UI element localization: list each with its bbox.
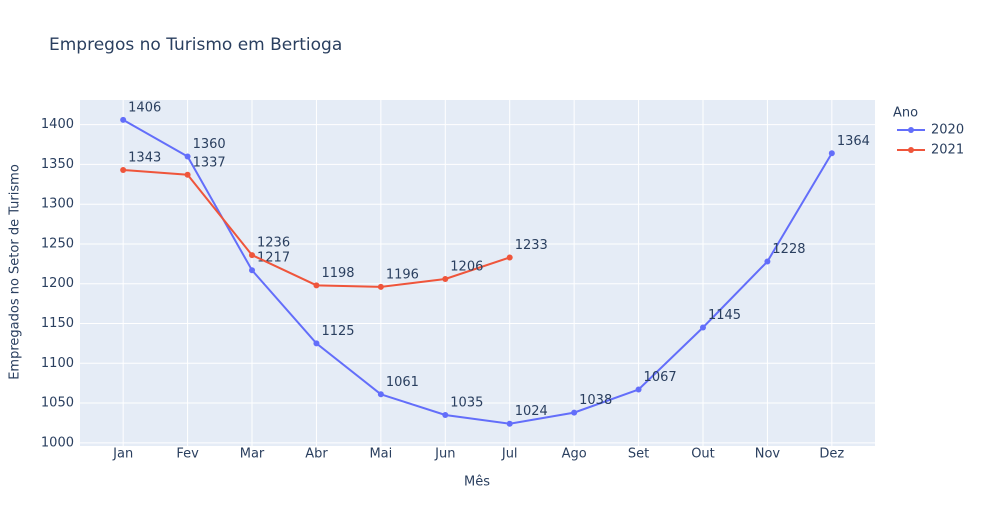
data-label: 1038 bbox=[579, 393, 612, 408]
data-label: 1364 bbox=[837, 134, 870, 149]
point bbox=[635, 386, 642, 393]
data-label: 1125 bbox=[321, 324, 354, 339]
y-tick-label: 1300 bbox=[41, 197, 74, 212]
point bbox=[442, 275, 449, 282]
point bbox=[764, 258, 771, 265]
data-label: 1061 bbox=[386, 375, 419, 390]
point bbox=[184, 153, 191, 160]
x-tick-label: Set bbox=[628, 447, 649, 462]
point bbox=[506, 254, 513, 261]
x-tick-label: Jan bbox=[112, 447, 133, 462]
data-label: 1145 bbox=[708, 308, 741, 323]
data-label: 1206 bbox=[450, 259, 483, 274]
point bbox=[313, 340, 320, 347]
x-tick-label: Nov bbox=[755, 447, 781, 462]
point bbox=[249, 267, 256, 274]
x-tick-label: Out bbox=[691, 447, 715, 462]
x-tick-label: Dez bbox=[819, 447, 844, 462]
y-tick-label: 1200 bbox=[41, 276, 74, 291]
data-label: 1196 bbox=[386, 267, 419, 282]
chart-title: Empregos no Turismo em Bertioga bbox=[49, 35, 342, 55]
plot-area bbox=[80, 100, 875, 446]
x-tick-label: Mar bbox=[240, 447, 265, 462]
x-tick-label: Jul bbox=[501, 447, 518, 462]
x-tick-label: Abr bbox=[305, 447, 328, 462]
point bbox=[120, 166, 127, 173]
y-tick-label: 1150 bbox=[41, 316, 74, 331]
point bbox=[377, 283, 384, 290]
y-tick-label: 1000 bbox=[41, 435, 74, 450]
point bbox=[249, 252, 256, 259]
point bbox=[120, 116, 127, 123]
y-tick-label: 1400 bbox=[41, 117, 74, 132]
data-label: 1024 bbox=[515, 404, 548, 419]
legend-title: Ano bbox=[893, 106, 918, 121]
x-tick-label: Jun bbox=[434, 447, 455, 462]
point bbox=[313, 282, 320, 289]
x-axis-title: Mês bbox=[464, 475, 490, 490]
data-label: 1233 bbox=[515, 238, 548, 253]
legend-marker bbox=[908, 147, 914, 153]
x-tick-label: Fev bbox=[176, 447, 199, 462]
legend-label: 2021 bbox=[931, 143, 964, 158]
y-tick-label: 1350 bbox=[41, 157, 74, 172]
data-label: 1035 bbox=[450, 395, 483, 410]
data-label: 1236 bbox=[257, 236, 290, 251]
data-label: 1198 bbox=[321, 266, 354, 281]
point bbox=[377, 391, 384, 398]
point bbox=[184, 171, 191, 178]
series-line bbox=[122, 119, 833, 425]
data-label: 1360 bbox=[193, 137, 226, 152]
x-tick-label: Ago bbox=[562, 447, 587, 462]
y-tick-label: 1250 bbox=[41, 236, 74, 251]
legend-label: 2020 bbox=[931, 123, 964, 138]
data-label: 1337 bbox=[193, 155, 226, 170]
y-tick-label: 1050 bbox=[41, 396, 74, 411]
y-tick-label: 1100 bbox=[41, 356, 74, 371]
point bbox=[571, 409, 578, 416]
data-label: 1343 bbox=[128, 150, 161, 165]
data-label: 1228 bbox=[772, 242, 805, 257]
point bbox=[699, 324, 706, 331]
point bbox=[506, 420, 513, 427]
x-tick-label: Mai bbox=[369, 447, 392, 462]
data-label: 1067 bbox=[644, 370, 677, 385]
data-label: 1217 bbox=[257, 251, 290, 266]
point bbox=[442, 411, 449, 418]
point bbox=[828, 150, 835, 157]
y-axis-title: Empregados no Setor de Turismo bbox=[8, 164, 23, 380]
data-label: 1406 bbox=[128, 100, 161, 115]
legend-marker bbox=[908, 127, 914, 133]
